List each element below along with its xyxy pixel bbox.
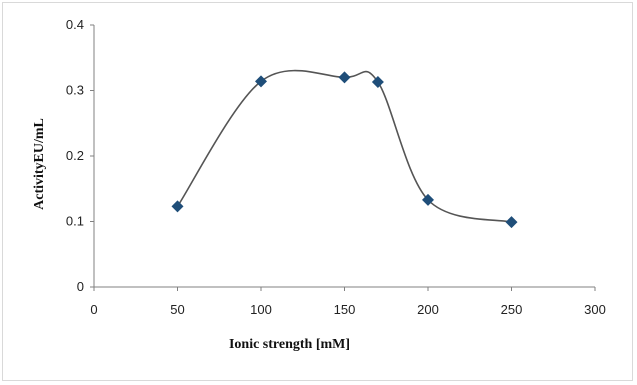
y-tick-label: 0	[77, 279, 84, 294]
y-tick-label: 0.2	[66, 148, 84, 163]
x-tick-label: 300	[584, 302, 606, 317]
x-tick-label: 200	[417, 302, 439, 317]
y-tick-label: 0.1	[66, 214, 84, 229]
data-point-marker	[171, 200, 184, 213]
x-tick-label: 250	[501, 302, 523, 317]
chart-frame: 0 0.1 0.2 0.3 0.4 0 50 100 150 200 250 300 Ionic s…	[2, 2, 633, 381]
y-axis-title: ActivityEU/mL	[32, 118, 47, 210]
x-tick-label: 100	[250, 302, 272, 317]
x-tick-labels: 0 50 100 150 200 250 300	[90, 302, 605, 317]
x-axis-title: Ionic strength [mM]	[229, 337, 350, 352]
line-chart: 0 0.1 0.2 0.3 0.4 0 50 100 150 200 250 300 Ionic s…	[32, 17, 606, 352]
series-line	[176, 69, 512, 223]
x-tick-label: 150	[334, 302, 356, 317]
y-tick-labels: 0 0.1 0.2 0.3 0.4	[66, 17, 84, 294]
data-markers	[171, 71, 518, 229]
data-point-marker	[422, 193, 434, 206]
y-tick-label: 0.3	[66, 83, 84, 98]
x-tick-label: 0	[90, 302, 97, 317]
data-point-marker	[505, 216, 518, 229]
axes	[90, 24, 596, 291]
data-point-marker	[338, 71, 351, 84]
x-tick-label: 50	[170, 302, 184, 317]
data-point-marker	[255, 75, 267, 88]
y-tick-label: 0.4	[66, 17, 84, 32]
data-point-marker	[371, 75, 384, 88]
